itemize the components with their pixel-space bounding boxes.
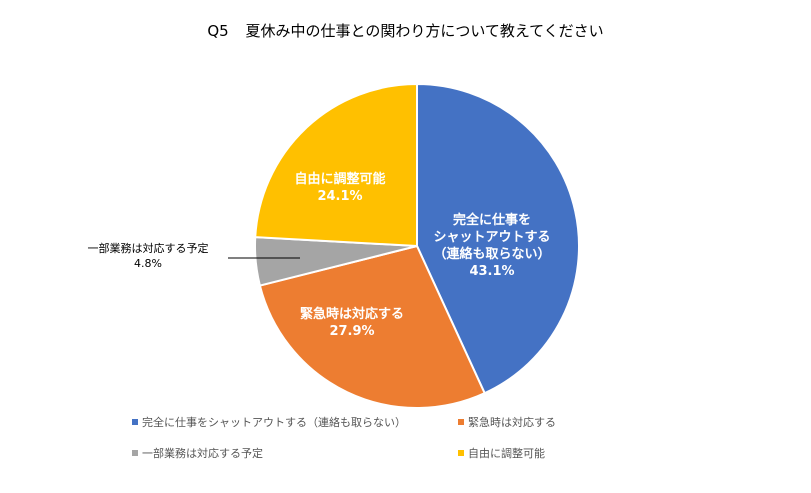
legend-swatch [132, 419, 138, 425]
legend-item: 一部業務は対応する予定 [132, 445, 263, 461]
legend-label: 一部業務は対応する予定 [142, 447, 263, 460]
legend-swatch [458, 419, 464, 425]
pie-slice [258, 244, 486, 409]
pie-slice [254, 82, 418, 248]
legend-label: 完全に仕事をシャットアウトする（連絡も取らない） [142, 416, 406, 429]
data-label: 一部業務は対応する予定 4.8% [88, 241, 209, 271]
data-label-value: 24.1% [317, 189, 363, 204]
data-label-value: 27.9% [329, 324, 375, 339]
data-label-value: 4.8% [134, 257, 162, 270]
legend-label: 緊急時は対応する [468, 416, 556, 429]
legend-item: 緊急時は対応する [458, 414, 556, 430]
pie-slice [416, 82, 580, 395]
question-text: 夏休み中の仕事との関わり方について教えてください [245, 22, 604, 40]
data-label: 緊急時は対応する 27.9% [300, 306, 404, 340]
data-label-value: 43.1% [469, 264, 515, 279]
legend-label: 自由に調整可能 [468, 447, 545, 460]
data-label: 自由に調整可能 24.1% [294, 171, 385, 205]
data-label-name: 一部業務は対応する予定 [87, 242, 209, 255]
chart-title: Q5 夏休み中の仕事との関わり方について教えてください [0, 20, 811, 41]
legend-swatch [132, 450, 138, 456]
data-label-name: 緊急時は対応する [299, 307, 405, 322]
legend-item: 自由に調整可能 [458, 445, 545, 461]
data-label: 完全に仕事を シャットアウトする （連絡も取らない） 43.1% [433, 212, 550, 280]
data-label-name: 完全に仕事を シャットアウトする （連絡も取らない） [433, 213, 551, 262]
legend-item: 完全に仕事をシャットアウトする（連絡も取らない） [132, 414, 406, 430]
question-number: Q5 [207, 22, 229, 40]
data-label-name: 自由に調整可能 [294, 172, 386, 187]
legend-swatch [458, 450, 464, 456]
